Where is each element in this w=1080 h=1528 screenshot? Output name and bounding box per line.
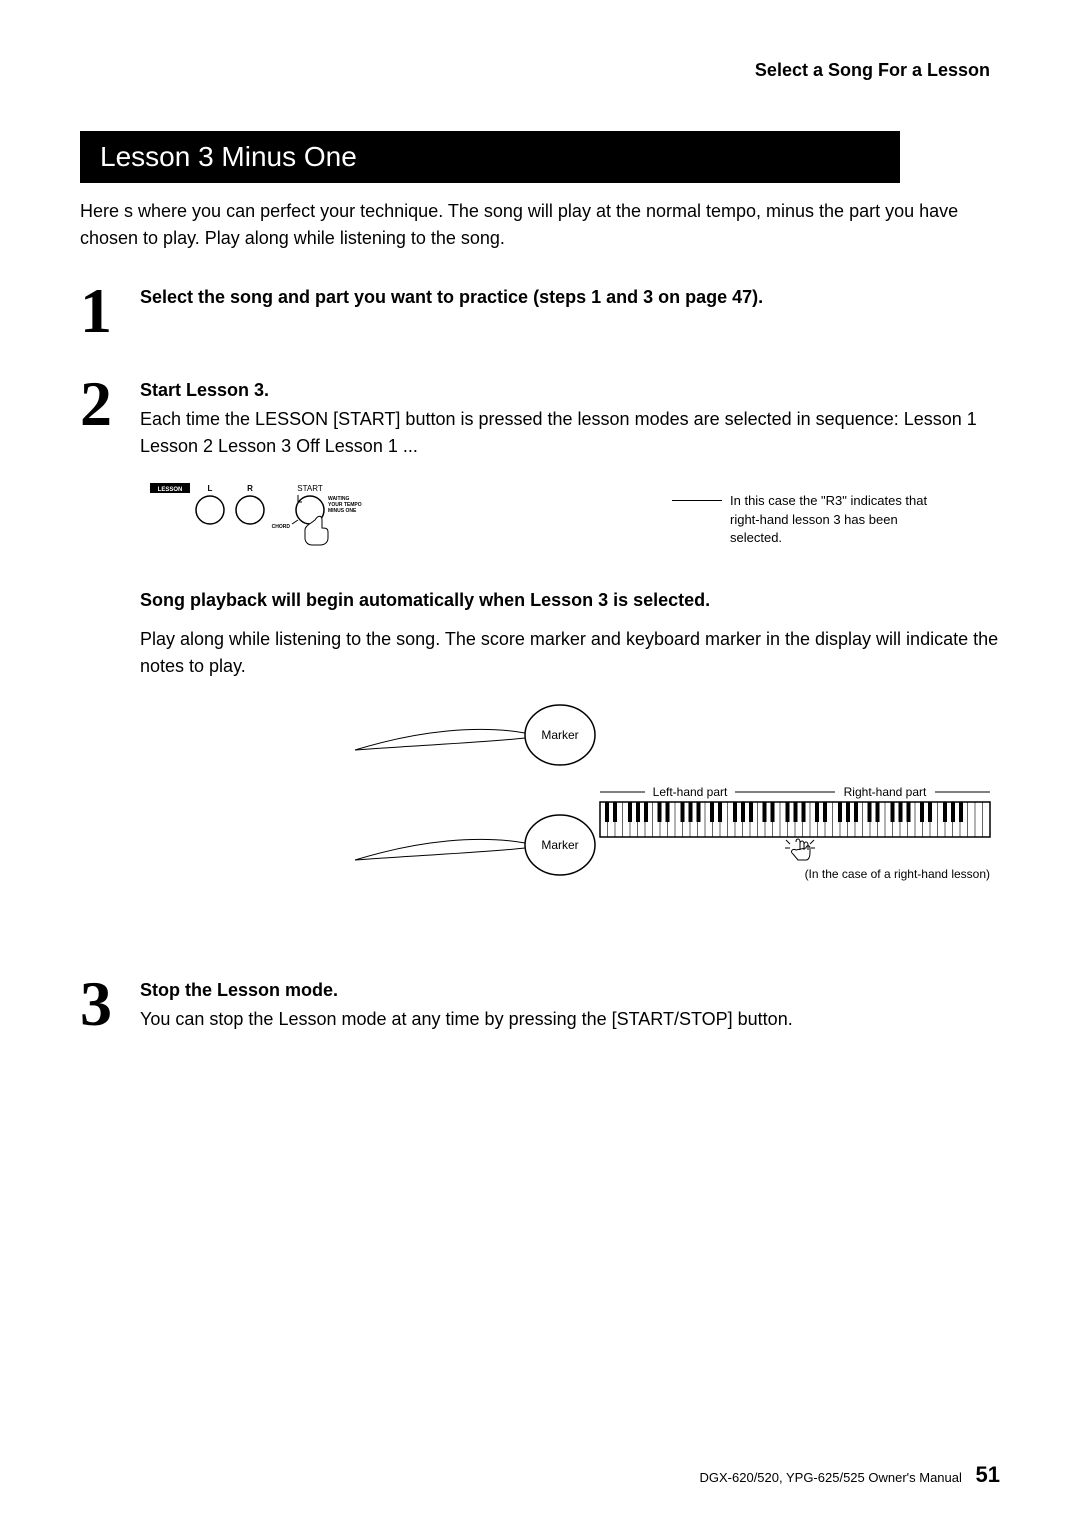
svg-text:(In the case of a right-hand l: (In the case of a right-hand lesson) (805, 867, 990, 881)
svg-text:START: START (297, 484, 323, 493)
step-title: Select the song and part you want to pra… (140, 287, 1000, 308)
page-footer: DGX-620/520, YPG-625/525 Owner's Manual … (700, 1462, 1001, 1488)
svg-text:Marker: Marker (541, 728, 578, 742)
step-body: You can stop the Lesson mode at any time… (140, 1006, 1000, 1033)
step-number: 1 (80, 282, 140, 340)
playback-body: Play along while listening to the song. … (140, 626, 1000, 680)
svg-text:L: L (208, 484, 213, 493)
step-number: 3 (80, 975, 140, 1033)
step-body: Each time the LESSON [START] button is p… (140, 406, 1000, 460)
svg-text:LESSON: LESSON (158, 487, 183, 493)
leader-line (672, 500, 722, 501)
side-note-wrapper: In this case the "R3" indicates that rig… (672, 492, 970, 547)
svg-text:Marker: Marker (541, 838, 578, 852)
footer-model: DGX-620/520, YPG-625/525 Owner's Manual (700, 1470, 962, 1485)
page: Select a Song For a Lesson Lesson 3 Minu… (0, 0, 1080, 1528)
marker-keyboard-diagram: Marker Marker Left-hand part Right-hand … (240, 700, 1000, 900)
step-1: 1 Select the song and part you want to p… (80, 282, 1000, 340)
step-3: 3 Stop the Lesson mode. You can stop the… (80, 975, 1000, 1033)
lesson-panel-row: LESSON L R START WAITING YOUR TEMPO MINU… (140, 480, 1000, 560)
section-intro: Here s where you can perfect your techni… (80, 198, 1000, 252)
svg-text:Left-hand part: Left-hand part (653, 785, 728, 799)
svg-text:CHORD: CHORD (272, 524, 291, 530)
svg-text:Right-hand part: Right-hand part (844, 785, 927, 799)
step-content: Stop the Lesson mode. You can stop the L… (140, 975, 1000, 1033)
step-title: Start Lesson 3. (140, 380, 1000, 401)
step-number: 2 (80, 375, 140, 940)
lesson-panel-diagram: LESSON L R START WAITING YOUR TEMPO MINU… (150, 480, 370, 560)
page-header: Select a Song For a Lesson (80, 60, 1000, 81)
section-title: Lesson 3 Minus One (80, 131, 900, 183)
step-content: Select the song and part you want to pra… (140, 282, 1000, 340)
playback-title: Song playback will begin automatically w… (140, 590, 1000, 611)
step-title: Stop the Lesson mode. (140, 980, 1000, 1001)
side-note: In this case the "R3" indicates that rig… (730, 492, 930, 547)
page-number: 51 (976, 1462, 1000, 1487)
step-2: 2 Start Lesson 3. Each time the LESSON [… (80, 375, 1000, 940)
step-content: Start Lesson 3. Each time the LESSON [ST… (140, 375, 1000, 940)
svg-text:R: R (247, 484, 253, 493)
svg-text:MINUS ONE: MINUS ONE (328, 508, 357, 514)
